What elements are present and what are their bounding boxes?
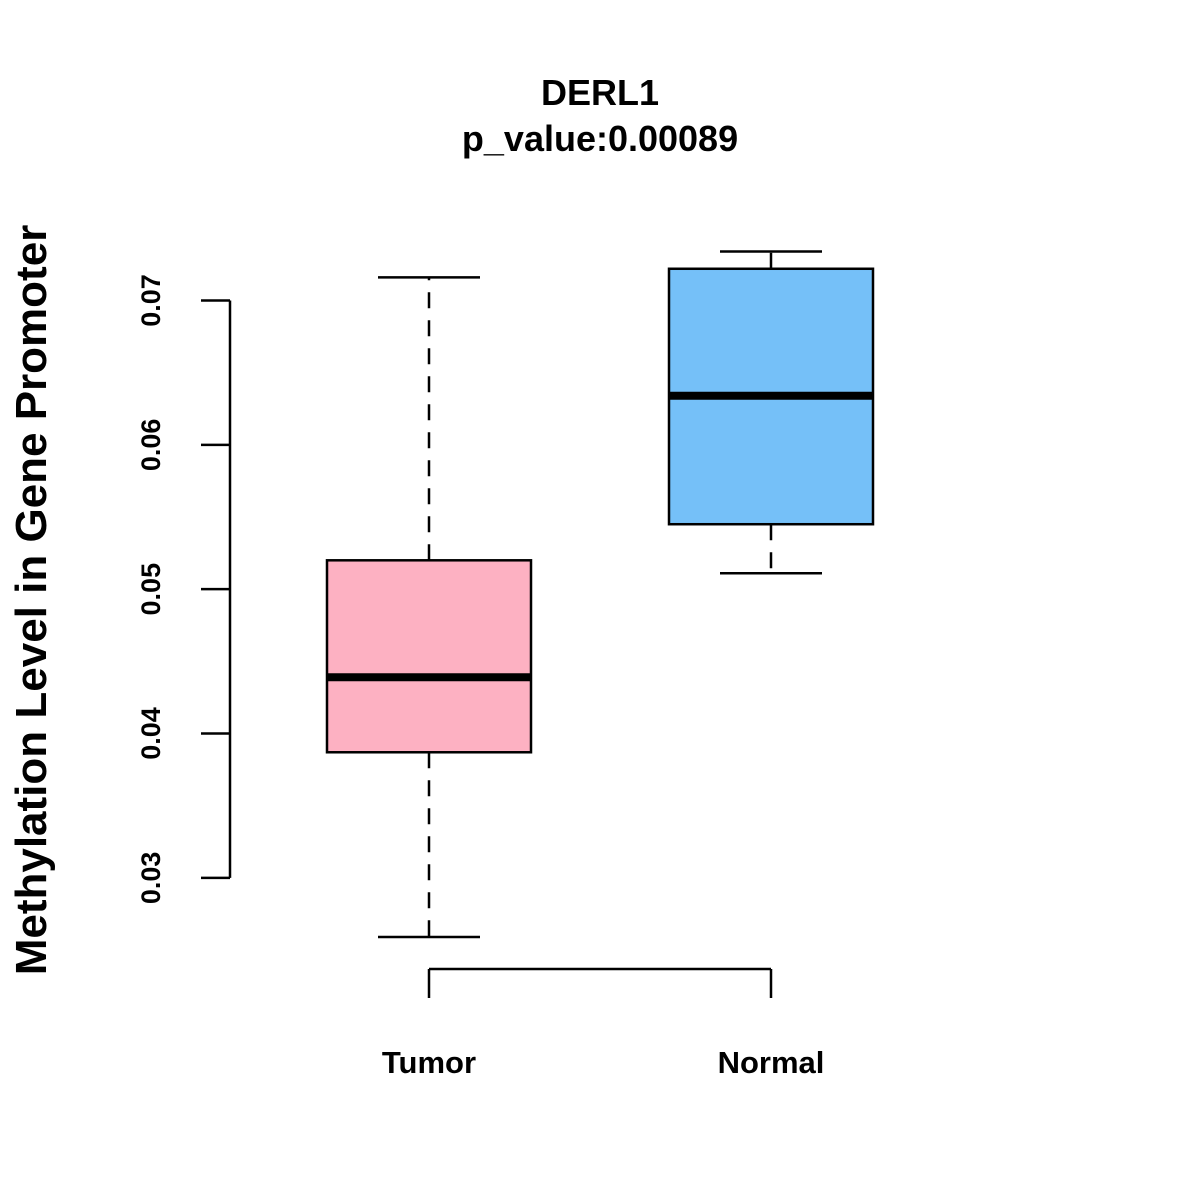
y-tick-label: 0.03 [136, 852, 166, 905]
y-tick-label: 0.06 [136, 419, 166, 472]
boxes-group [325, 250, 875, 939]
y-axis-label: Methylation Level in Gene Promoter [7, 225, 56, 976]
x-tick-label: Normal [718, 1045, 825, 1080]
x-axis: Tumor Normal [382, 967, 825, 1080]
box-normal [667, 250, 875, 575]
iqr-box [325, 559, 533, 754]
y-tick-label: 0.05 [136, 563, 166, 616]
chart-subtitle: p_value:0.00089 [462, 118, 738, 159]
y-tick-label: 0.07 [136, 274, 166, 327]
x-tick-label: Tumor [382, 1045, 476, 1080]
chart-title: DERL1 [541, 72, 659, 113]
y-tick-label: 0.04 [136, 707, 166, 760]
y-axis: 0.03 0.04 0.05 0.06 0.07 [136, 274, 232, 905]
box-tumor [325, 276, 533, 939]
